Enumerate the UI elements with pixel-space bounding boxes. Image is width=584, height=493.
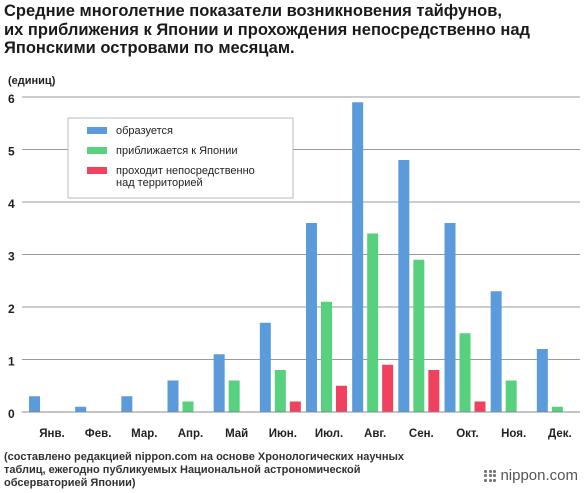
x-tick-label: Мар. — [131, 428, 157, 440]
x-tick-label: Авг. — [364, 428, 386, 440]
x-tick-label: Сен. — [409, 428, 434, 440]
x-tick-label: Фев. — [85, 428, 111, 440]
bar — [259, 322, 271, 412]
title-line: Средние многолетние показатели возникнов… — [4, 2, 502, 20]
bar — [536, 349, 548, 412]
legend-label: образуется — [116, 125, 173, 137]
bar — [228, 380, 240, 412]
source-line: (составлено редакцией nippon.com на осно… — [4, 451, 405, 463]
legend-swatch — [87, 127, 107, 134]
bar — [490, 291, 502, 412]
bars — [29, 102, 563, 412]
x-tick-label: Дек. — [548, 428, 572, 440]
bar — [75, 406, 87, 412]
bar — [213, 354, 225, 412]
y-tick-label: 2 — [8, 302, 15, 316]
bar — [444, 223, 456, 412]
y-tick-label: 5 — [8, 145, 15, 159]
x-tick-label: Ноя. — [501, 428, 526, 440]
bar — [474, 401, 486, 412]
y-tick-label: 0 — [8, 407, 15, 421]
legend-swatch — [87, 147, 107, 154]
x-tick-label: Янв. — [39, 428, 64, 440]
bar — [182, 401, 194, 412]
x-tick-label: Июл. — [315, 428, 343, 440]
legend-label: приближается к Японии — [116, 145, 238, 157]
x-tick-label: Июн. — [269, 428, 297, 440]
legend-label: проходит непосредственно — [116, 165, 255, 177]
bar — [413, 259, 425, 412]
y-tick-label: 3 — [8, 250, 15, 264]
legend-swatch — [87, 167, 107, 174]
y-tick-label: 1 — [8, 355, 15, 369]
bar — [505, 380, 517, 412]
axes: (единиц) 0 1 2 3 4 5 6 Янв. Фев. Мар. Апр. Май Июн. Ию… — [8, 75, 580, 440]
bar — [398, 160, 410, 412]
bar — [428, 370, 440, 412]
y-unit-label: (единиц) — [8, 75, 56, 87]
bar — [274, 370, 286, 412]
bar — [459, 333, 471, 412]
source-note: (составлено редакцией nippon.com на осно… — [4, 451, 474, 490]
bar — [306, 223, 317, 412]
title-line: Японскими островами по месяцам. — [4, 39, 295, 57]
x-tick-label: Окт. — [456, 428, 479, 440]
y-tick-label: 4 — [8, 197, 15, 211]
bar — [382, 364, 394, 412]
nippon-logo-icon — [484, 469, 497, 482]
chart-title: Средние многолетние показатели возникнов… — [4, 2, 580, 58]
y-tick-label: 6 — [8, 92, 15, 106]
bar — [551, 406, 563, 412]
legend-label: над территорией — [116, 177, 203, 189]
brand-text: nippon.com — [500, 467, 578, 484]
title-line: их приближения к Японии и прохождения не… — [4, 20, 531, 39]
bar — [167, 380, 179, 412]
legend: образуется приближается к Японии проходит … — [67, 117, 294, 199]
source-line: таблиц, ежегодно публикуемых Национально… — [4, 464, 361, 476]
bar — [121, 396, 133, 412]
bar — [289, 401, 301, 412]
bar — [367, 233, 379, 412]
bar — [352, 102, 364, 412]
bar-chart: (единиц) 0 1 2 3 4 5 6 Янв. Фев. Мар. Апр. Май Июн. Ию… — [8, 75, 580, 440]
x-tick-label: Май — [225, 428, 248, 440]
bar — [336, 385, 347, 412]
brand-logo: nippon.com — [484, 467, 578, 484]
bar — [321, 301, 332, 412]
x-tick-label: Апр. — [178, 428, 203, 440]
source-line: обсерваторией Японии) — [4, 477, 136, 489]
bar — [29, 396, 40, 412]
